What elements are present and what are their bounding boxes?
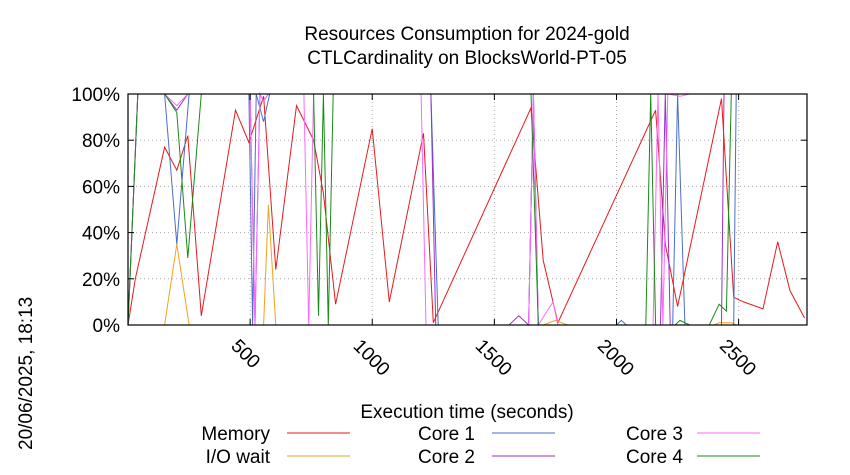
legend-label-core-3: Core 3 — [626, 424, 683, 445]
legend-label-i-o-wait: I/O wait — [206, 447, 271, 468]
y-axis-ticks: 0% 20% 40% 60% 80% 100% — [71, 85, 807, 337]
y-tick-label: 80% — [82, 131, 120, 152]
x-tick-label: 1500 — [471, 336, 516, 381]
x-tick-label: 2000 — [593, 336, 638, 381]
timestamp-label: 20/06/2025, 18:13 — [16, 297, 37, 450]
legend-label-core-2: Core 2 — [418, 447, 475, 468]
y-tick-label: 100% — [71, 85, 120, 106]
y-tick-label: 20% — [82, 270, 120, 291]
series-line-core-1 — [127, 93, 807, 326]
x-tick-label: 500 — [227, 336, 264, 373]
chart-title-line2: CTLCardinality on BlocksWorld-PT-05 — [307, 48, 627, 69]
legend-label-core-1: Core 1 — [418, 424, 475, 445]
series-line-core-4 — [127, 93, 807, 326]
series-line-core-2 — [127, 92, 807, 327]
y-tick-label: 60% — [82, 177, 120, 198]
series-layer — [127, 92, 807, 327]
legend-label-core-4: Core 4 — [626, 447, 683, 468]
chart-title-line1: Resources Consumption for 2024-gold — [304, 24, 629, 45]
series-line-memory — [127, 96, 806, 326]
x-tick-label: 2500 — [715, 336, 760, 381]
x-tick-label: 1000 — [349, 336, 394, 381]
grid-lines — [128, 94, 807, 325]
y-tick-label: 0% — [93, 316, 121, 337]
legend-label-memory: Memory — [201, 424, 270, 445]
x-axis-label: Execution time (seconds) — [360, 402, 573, 423]
series-line-core-3 — [127, 92, 807, 327]
plot-frame — [127, 93, 808, 326]
y-tick-label: 40% — [82, 224, 120, 245]
